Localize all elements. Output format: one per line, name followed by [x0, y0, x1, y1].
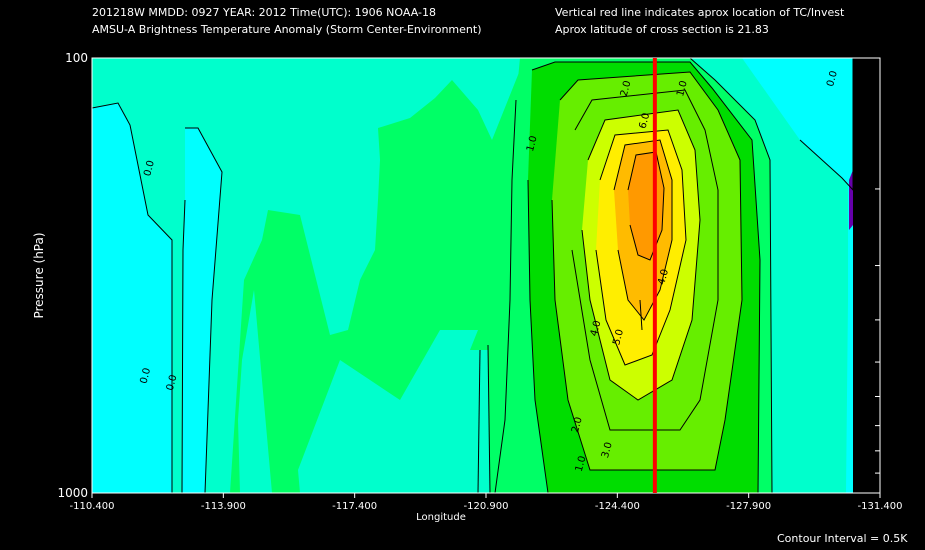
contour-label-5: 1.0	[675, 80, 690, 98]
x-tick-label-0: -110.400	[70, 501, 115, 512]
contour-label-0: 0.0	[142, 159, 157, 177]
y-tick-label-bottom: 1000	[57, 486, 88, 500]
header-product-line: AMSU-A Brightness Temperature Anomaly (S…	[92, 23, 482, 36]
anomaly-fill-below-zero-0	[92, 103, 172, 493]
contour-line-mid-a	[477, 349, 481, 494]
contour-label-6: 1.0	[574, 455, 589, 473]
anomaly-fill-below-zero-2	[742, 58, 853, 190]
contour-label-7: 2.0	[619, 80, 634, 98]
anomaly-fill-level-1a	[230, 58, 560, 493]
contour-fills	[92, 58, 880, 493]
x-tick-label-1: -113.900	[201, 501, 246, 512]
contour-line-9	[613, 139, 673, 321]
contour-label-3: 0.0	[825, 70, 840, 88]
x-tick-label-4: -124.400	[595, 501, 640, 512]
header-latitude-note: Aprox latitude of cross section is 21.83	[555, 23, 769, 36]
x-tick-label-2: -117.400	[332, 501, 377, 512]
contour-label-13: 6.0	[638, 112, 653, 130]
axes: -110.400 -113.900 -117.400 -120.900 -124.400…	[32, 51, 902, 523]
contour-label-9: 3.0	[600, 441, 615, 459]
contour-line-8	[595, 129, 687, 366]
no-data-region	[853, 58, 880, 493]
contour-line-mid-b	[487, 344, 491, 494]
x-tick-label-5: -127.900	[726, 501, 771, 512]
header-info-line: 201218W MMDD: 0927 YEAR: 2012 Time(UTC):…	[92, 6, 436, 19]
contour-labels: 0.0 0.0 0.0 0.0 1.0 1.0 1.0 2.0 2.0 3.0 4.0 4.0 5.0 6…	[138, 70, 839, 473]
contour-line-core-tail	[639, 299, 643, 331]
contour-line-1	[181, 127, 223, 494]
x-tick-label-3: -120.900	[464, 501, 509, 512]
x-axis-label: Longitude	[416, 512, 466, 523]
contour-label-2: 0.0	[165, 374, 180, 392]
contour-label-12: 5.0	[611, 328, 626, 346]
anomaly-fill-below-zero-1	[182, 128, 222, 493]
x-tick-label-6: -131.400	[858, 501, 903, 512]
contour-line-10	[627, 151, 665, 261]
contour-line-5	[551, 71, 743, 471]
contour-interval-label: Contour Interval = 0.5K	[777, 532, 908, 545]
contour-label-11: 4.0	[589, 319, 604, 337]
y-axis-label: Pressure (hPa)	[32, 232, 46, 318]
anomaly-fill-east-edge	[849, 170, 853, 230]
contour-label-10: 4.0	[656, 268, 671, 286]
contour-line-4	[527, 61, 761, 494]
y-tick-label-top: 100	[65, 51, 88, 65]
contour-label-8: 2.0	[570, 416, 585, 434]
anomaly-fill-below-zero-3	[846, 58, 853, 493]
header-tc-note: Vertical red line indicates aprox locati…	[555, 6, 845, 19]
contour-label-4: 1.0	[525, 135, 540, 153]
contour-label-1: 0.0	[138, 367, 153, 385]
